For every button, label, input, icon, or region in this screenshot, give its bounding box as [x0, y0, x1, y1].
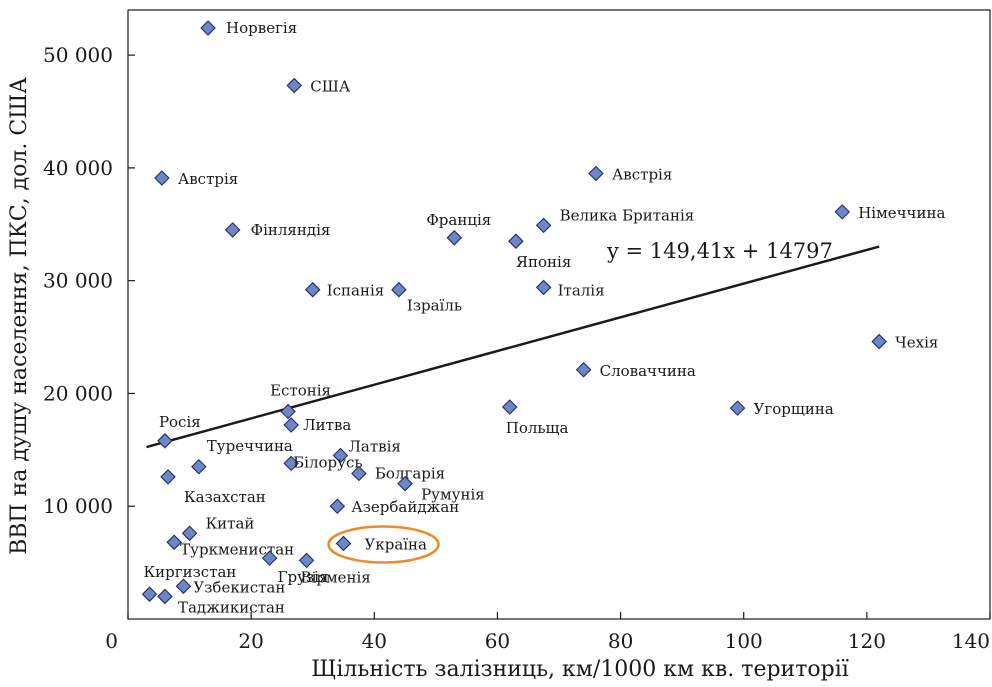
data-point-label: Латвія — [348, 437, 400, 455]
data-point-label: Польща — [506, 419, 569, 437]
data-point — [283, 417, 299, 433]
x-axis-title: Щільність залізниць, км/1000 км кв. тери… — [311, 657, 849, 682]
data-point-label: Естонія — [270, 381, 331, 399]
data-point-label: Азербайджан — [351, 498, 459, 516]
y-axis-ticks: 10 000 20 000 30 000 40 000 50 000 — [43, 43, 135, 518]
data-point — [535, 217, 552, 234]
y-tick-label: 20 000 — [43, 381, 113, 405]
data-point-label: Росія — [159, 413, 201, 431]
data-point — [834, 204, 851, 220]
data-point — [575, 361, 592, 378]
y-tick-label: 50 000 — [43, 43, 113, 67]
data-point-label: Грузія — [278, 568, 329, 586]
data-point-label: Іспанія — [327, 282, 385, 300]
data-point — [871, 333, 887, 350]
data-point-label: Туркменистан — [180, 540, 294, 558]
x-axis-ticks: 0 20 40 60 80 100 120 140 — [105, 612, 991, 653]
data-point — [588, 165, 604, 182]
data-point — [200, 20, 216, 36]
data-point — [535, 279, 552, 296]
x-tick-label: 100 — [725, 629, 763, 653]
data-point-label: Литва — [303, 416, 351, 434]
data-point-label: Австрія — [178, 170, 238, 188]
y-tick-label: 30 000 — [43, 269, 113, 293]
data-point — [191, 458, 207, 475]
trend-equation: y = 149,41x + 14797 — [606, 239, 833, 263]
data-point-label: Киргизстан — [144, 563, 237, 581]
data-point-label: Словаччина — [600, 362, 696, 380]
data-point-label: Велика Британія — [560, 206, 695, 224]
data-point — [335, 535, 352, 552]
ukraine-highlight-ellipse — [327, 525, 440, 564]
data-point-label: Чехія — [895, 334, 938, 352]
trend-line — [146, 245, 880, 449]
x-tick-label: 60 — [485, 629, 510, 653]
data-points: Норвегія США Австрія Австрія Фінляндія Франці… — [141, 19, 945, 616]
data-point-label: Ізраїль — [407, 297, 462, 315]
data-point — [181, 525, 198, 542]
x-tick-label: 0 — [105, 629, 118, 653]
data-point-label: Японія — [516, 253, 571, 271]
data-point — [175, 578, 192, 595]
data-point — [261, 550, 278, 566]
x-tick-label: 80 — [608, 629, 633, 653]
data-point-label: Україна — [365, 535, 428, 553]
data-point — [508, 233, 524, 249]
data-point — [298, 552, 315, 569]
data-point-label: Узбекистан — [193, 578, 285, 596]
data-point-label: Китай — [206, 514, 255, 532]
data-point-label: Угорщина — [754, 400, 834, 418]
data-point — [397, 475, 413, 492]
data-point — [157, 433, 173, 449]
data-point — [283, 455, 299, 472]
data-point — [141, 586, 158, 602]
data-point-label: Болгарія — [375, 465, 445, 483]
y-tick-label: 10 000 — [43, 494, 113, 518]
data-point — [729, 400, 746, 416]
data-point-label: Туреччина — [207, 437, 293, 455]
data-point-label: Казахстан — [184, 488, 266, 506]
data-point — [391, 281, 407, 298]
data-point-label: Фінляндія — [251, 221, 331, 239]
x-tick-label: 40 — [362, 629, 387, 653]
data-point-label: Таджикистан — [178, 598, 285, 616]
data-point — [329, 498, 346, 515]
data-point — [280, 403, 296, 420]
data-point — [446, 230, 463, 246]
y-tick-label: 40 000 — [43, 156, 113, 180]
data-point-label: Австрія — [612, 166, 672, 184]
data-point — [166, 534, 182, 551]
data-point-label: США — [310, 78, 351, 96]
data-point-label: Білорусь — [293, 453, 362, 471]
data-point-label: Німеччина — [858, 204, 945, 222]
y-axis-title: ВВП на душу населення, ПКС, дол. США — [7, 77, 32, 555]
data-point-label: Норвегія — [226, 19, 297, 37]
data-point — [157, 588, 173, 605]
data-point-label: Італія — [558, 281, 605, 299]
data-point — [351, 465, 367, 482]
plot-frame — [127, 9, 991, 620]
data-point-label: Румунія — [421, 486, 485, 504]
data-point — [160, 469, 176, 485]
data-point — [304, 281, 321, 298]
x-tick-label: 20 — [238, 629, 263, 653]
data-point — [332, 447, 349, 464]
x-tick-label: 140 — [952, 629, 990, 653]
data-point-label: Франція — [426, 211, 491, 229]
data-point-label: Вірменія — [301, 568, 371, 586]
data-point — [154, 170, 170, 186]
data-point — [224, 222, 241, 238]
data-point — [501, 399, 518, 415]
x-tick-label: 120 — [848, 629, 886, 653]
data-point — [286, 77, 303, 94]
